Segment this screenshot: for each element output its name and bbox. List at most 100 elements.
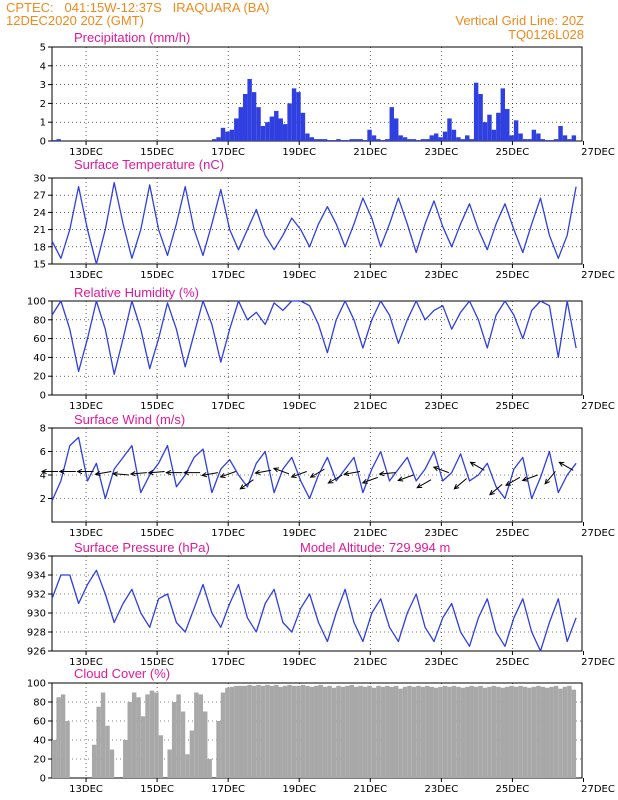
pres-panel: 926 928 930 932 934 936 13DEC 15DEC 17DEC 19DEC 21…: [27, 540, 615, 668]
cloud-bar: [571, 689, 577, 778]
precip-date-label: 13DEC: [69, 147, 103, 158]
precip-bar: [465, 135, 470, 141]
precip-bar: [411, 139, 417, 141]
pres-ytick-label: 932: [27, 590, 46, 601]
precip-bar: [225, 131, 230, 141]
temp-title: Surface Temperature (nC): [74, 157, 224, 172]
wind-arrow-head: [58, 468, 65, 475]
wind-arrow-shaft: [291, 471, 307, 478]
header-vertical-grid: Vertical Grid Line: 20Z: [455, 13, 584, 28]
cloud-bar: [358, 685, 363, 778]
temp-date-label: 25DEC: [496, 270, 530, 281]
cloud-bar: [340, 686, 346, 778]
cloud-bar: [354, 686, 359, 778]
wind-arrow-head: [327, 478, 334, 484]
header-run-time: 12DEC2020 20Z (GMT): [6, 13, 144, 28]
temp-date-label: 21DEC: [353, 270, 387, 281]
wind-arrow-head: [200, 472, 208, 478]
cloud-bar: [216, 721, 221, 778]
wind-arrow-head: [272, 467, 279, 473]
wind-arrow-shaft: [202, 472, 218, 476]
wind-panel: 2 4 6 8 13DEC 15DEC 17DEC 19DEC 21DEC 23DEC 25DEC 2…: [40, 412, 615, 539]
precip-bar: [442, 131, 448, 141]
cloud-bar: [402, 686, 408, 778]
cloud-bar: [225, 687, 230, 778]
precip-ytick-label: 1: [40, 118, 46, 129]
cloud-bar: [518, 685, 523, 778]
cloud-bar: [367, 685, 372, 778]
rh-ytick-label: 40: [33, 353, 46, 364]
wind-arrow-head: [254, 469, 261, 475]
temp-date-label: 19DEC: [282, 270, 316, 281]
cloud-bar: [482, 687, 488, 778]
cloud-bar: [496, 686, 501, 778]
precip-bar: [429, 135, 434, 141]
precip-bar: [367, 129, 372, 141]
precip-ytick-label: 5: [40, 43, 46, 54]
cloud-bar: [260, 685, 266, 778]
wind-ytick-label: 4: [40, 471, 46, 482]
cloud-bar: [327, 685, 332, 778]
temp-ytick-label: 15: [33, 260, 46, 271]
precip-bar: [509, 135, 514, 141]
temp-date-label: 17DEC: [211, 270, 245, 281]
cloud-bar: [469, 685, 474, 778]
pres-date-label: 25DEC: [496, 657, 530, 668]
cloud-ytick-label: 20: [33, 755, 46, 766]
precip-bar: [345, 140, 350, 141]
wind-arrow-head: [76, 468, 83, 475]
cloud-ytick-label: 40: [33, 736, 46, 747]
wind-arrow-shaft: [130, 472, 147, 475]
cloud-bar: [140, 716, 146, 778]
cloud-bar: [385, 685, 390, 778]
wind-date-label: 15DEC: [140, 528, 174, 539]
precip-bar: [282, 124, 288, 141]
cloud-bar: [96, 706, 101, 778]
rh-ytick-label: 60: [33, 334, 46, 345]
precip-bar: [260, 125, 266, 141]
precip-bar: [407, 139, 412, 141]
precip-bar: [460, 139, 466, 141]
precip-bar: [473, 82, 479, 141]
cloud-ytick-label: 60: [33, 717, 46, 728]
cloud-date-label: 15DEC: [140, 784, 174, 795]
precip-bar: [309, 137, 315, 141]
precip-bar: [362, 140, 368, 141]
precip-bar: [296, 92, 301, 141]
cloud-date-label: 13DEC: [69, 784, 103, 795]
pres-ytick-label: 928: [27, 628, 46, 639]
cloud-bar: [442, 685, 448, 778]
cloud-bar: [393, 685, 399, 778]
cloud-bar: [460, 687, 466, 778]
temp-ytick-label: 30: [33, 174, 46, 185]
wind-arrow-head: [558, 461, 565, 467]
rh-date-label: 25DEC: [496, 401, 530, 412]
rh-date-label: 13DEC: [69, 401, 103, 412]
wind-arrow-shaft: [344, 470, 361, 475]
temp-panel: 15 18 21 24 27 30 13DEC 15DEC 17DEC 19DEC 21DEC 23D…: [33, 157, 615, 281]
cloud-bar: [127, 702, 132, 778]
cloud-bar: [189, 730, 195, 778]
cloud-bar: [491, 685, 497, 778]
wind-arrow-shaft: [454, 478, 467, 490]
pres-title: Surface Pressure (hPa): [74, 540, 210, 555]
cloud-bar: [109, 749, 115, 778]
rh-date-label: 19DEC: [282, 401, 316, 412]
wind-arrow-head: [129, 471, 136, 477]
temp-ytick-label: 24: [33, 208, 46, 219]
precip-title: Precipitation (mm/h): [74, 30, 190, 45]
wind-arrow-shaft: [559, 461, 574, 471]
wind-arrow-head: [432, 466, 439, 472]
precip-bar: [549, 140, 554, 141]
wind-arrow-shaft: [522, 474, 538, 481]
header-model-code: TQ0126L028: [508, 27, 584, 42]
precip-date-label: 27DEC: [581, 147, 615, 158]
cloud-bar: [318, 684, 323, 778]
precip-bar: [291, 88, 297, 141]
pres-line: [51, 569, 577, 652]
cloud-bar: [416, 685, 421, 778]
wind-arrow-head: [147, 469, 154, 476]
wind-arrow-shaft: [470, 461, 485, 471]
precip-bar: [380, 140, 386, 141]
wind-arrow-head: [416, 483, 423, 489]
